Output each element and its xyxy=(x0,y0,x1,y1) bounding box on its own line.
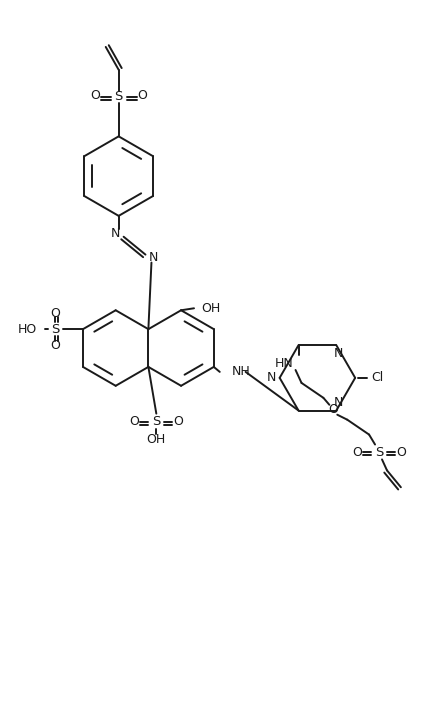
Text: O: O xyxy=(352,446,362,459)
Text: HO: HO xyxy=(18,323,37,335)
Text: O: O xyxy=(50,306,60,320)
Text: O: O xyxy=(129,415,140,428)
Text: O: O xyxy=(328,403,338,417)
Text: S: S xyxy=(152,415,161,428)
Text: NH: NH xyxy=(231,366,250,378)
Text: O: O xyxy=(173,415,183,428)
Text: N: N xyxy=(149,251,158,264)
Text: N: N xyxy=(334,396,343,409)
Text: S: S xyxy=(375,446,383,459)
Text: Cl: Cl xyxy=(371,371,383,384)
Text: O: O xyxy=(90,89,100,102)
Text: N: N xyxy=(267,371,277,384)
Text: OH: OH xyxy=(201,301,220,315)
Text: O: O xyxy=(137,89,148,102)
Text: N: N xyxy=(111,227,120,240)
Text: O: O xyxy=(396,446,406,459)
Text: O: O xyxy=(50,339,60,352)
Text: HN: HN xyxy=(275,357,293,369)
Text: S: S xyxy=(115,90,123,103)
Text: N: N xyxy=(334,347,343,359)
Text: S: S xyxy=(51,323,59,335)
Text: OH: OH xyxy=(147,433,166,446)
